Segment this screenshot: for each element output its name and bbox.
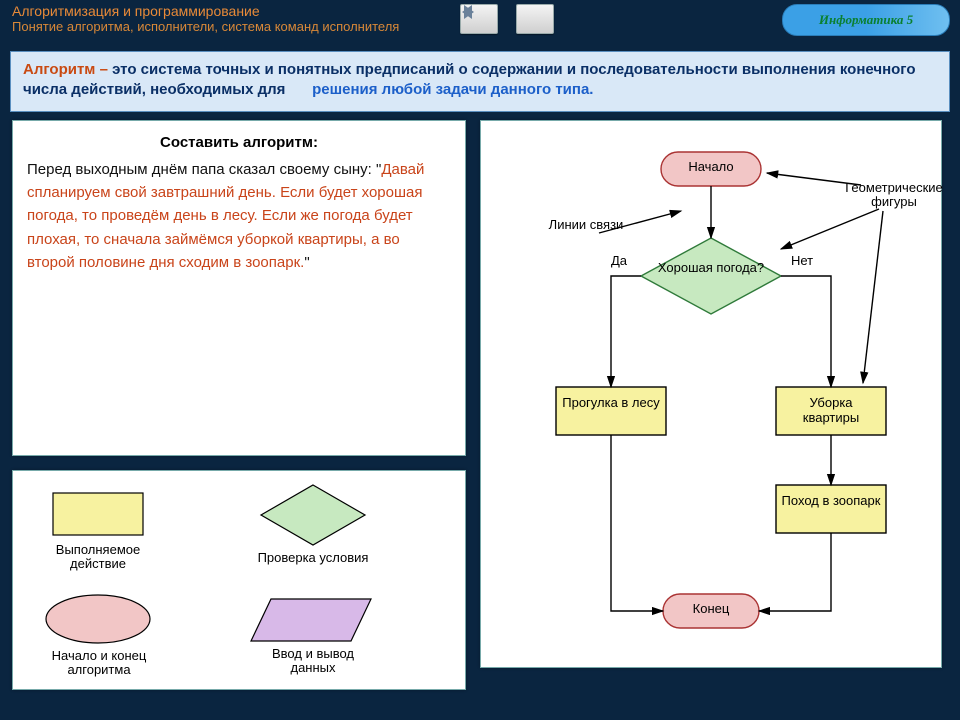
label-no: Нет	[791, 253, 813, 268]
node-начало: Начало	[665, 159, 757, 174]
arrow-right-icon	[460, 4, 478, 20]
task-panel: Составить алгоритм: Перед выходным днём …	[12, 120, 466, 456]
annotation-shapes: Геометрические фигуры	[839, 181, 949, 210]
node-конец: Конец	[667, 601, 755, 616]
definition-text-2: решения любой задачи данного типа.	[312, 81, 593, 98]
label-yes: Да	[611, 253, 627, 268]
term: Алгоритм –	[23, 61, 112, 78]
task-close: "	[304, 254, 309, 271]
annotation-links: Линии связи	[541, 217, 631, 232]
definition-box: Алгоритм – это система точных и понятных…	[10, 51, 950, 112]
course-badge: Информатика 5	[782, 4, 950, 36]
legend-diamond-label: Проверка условия	[251, 551, 375, 566]
legend-rect-label: Выполняемое действие	[43, 543, 153, 573]
node-уборка-квартиры: Уборка квартиры	[780, 395, 882, 425]
legend-panel: Выполняемое действие Проверка условия На…	[12, 470, 466, 690]
node-хорошая-погода-: Хорошая погода?	[645, 260, 777, 275]
legend-ellipse-label: Начало и конец алгоритма	[37, 649, 161, 679]
node-прогулка-в-лесу: Прогулка в лесу	[560, 395, 662, 410]
task-heading: Составить алгоритм:	[27, 131, 451, 154]
node-поход-в-зоопарк: Поход в зоопарк	[780, 493, 882, 508]
flowchart-panel: Линии связи Геометрические фигуры Да Нет…	[480, 120, 942, 668]
nav-buttons	[460, 4, 554, 34]
header: Алгоритмизация и программирование Поняти…	[0, 0, 960, 47]
task-intro: Перед выходным днём папа сказал своему с…	[27, 161, 381, 178]
legend-para-label: Ввод и вывод данных	[251, 647, 375, 677]
next-button[interactable]	[516, 4, 554, 34]
